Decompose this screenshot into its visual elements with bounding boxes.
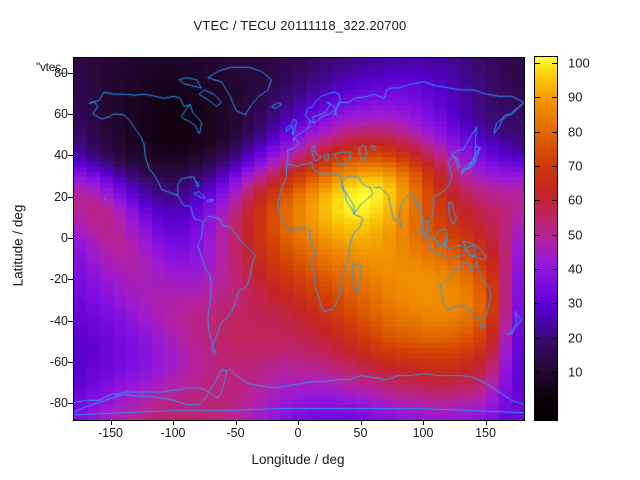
x-tick-label: -50	[226, 426, 245, 440]
colorbar-tick-mark	[534, 303, 540, 305]
colorbar	[534, 56, 558, 421]
colorbar-tick-mark	[534, 165, 540, 167]
colorbar-gradient	[535, 57, 557, 420]
colorbar-tick-label: 60	[568, 192, 583, 208]
y-tick-mark	[68, 320, 73, 322]
colorbar-tick-mark	[534, 234, 540, 236]
x-axis-label: Longitude / deg	[251, 452, 345, 467]
y-tick-mark	[68, 279, 73, 281]
y-tick-mark	[68, 155, 73, 157]
page-title: VTEC / TECU 20111118_322.20700	[193, 18, 407, 33]
y-tick-mark	[68, 403, 73, 405]
colorbar-tick-mark	[534, 131, 540, 133]
x-tick-label: 0	[294, 426, 302, 440]
y-axis-label: Latitude / deg	[10, 204, 26, 287]
colorbar-tick-mark	[534, 62, 540, 64]
y-tick-mark	[68, 238, 73, 239]
x-tick-mark	[485, 420, 487, 425]
x-tick-mark	[360, 420, 362, 425]
colorbar-tick-label: 30	[568, 295, 583, 311]
colorbar-tick-label: 100	[568, 55, 590, 71]
colorbar-tick-label: 80	[568, 124, 583, 140]
x-tick-label: -100	[160, 426, 186, 440]
colorbar-tick-mark	[534, 371, 540, 373]
colorbar-tick-mark	[534, 97, 540, 99]
y-tick-label: 80	[54, 65, 68, 80]
colorbar-ticks: 100 90 80 70 60 50 40 30 20 10	[534, 55, 634, 421]
colorbar-tick-mark	[534, 337, 540, 339]
colorbar-tick-mark	[534, 268, 540, 270]
colorbar-tick-mark	[552, 268, 558, 270]
y-tick-label: -60	[49, 355, 68, 370]
x-axis-ticks: -150 -100 -50 0 50 100 150	[73, 426, 523, 444]
colorbar-tick-mark	[552, 303, 558, 305]
colorbar-tick-mark	[552, 165, 558, 167]
colorbar-tick-mark	[552, 131, 558, 133]
colorbar-tick-label: 10	[568, 364, 583, 380]
x-tick-mark	[173, 420, 174, 425]
series-annotation-label: "vtec_	[36, 60, 68, 74]
colorbar-tick-mark	[552, 62, 558, 64]
x-tick-label: -150	[97, 426, 124, 440]
x-tick-mark	[423, 420, 424, 425]
y-tick-mark	[68, 72, 73, 74]
colorbar-tick-label: 20	[568, 330, 583, 346]
y-tick-label: -40	[49, 313, 68, 328]
x-tick-mark	[110, 420, 112, 425]
colorbar-tick-mark	[552, 97, 558, 99]
y-axis-ticks: 80 60 40 20 0 -20 -40 -60 -80	[0, 57, 68, 419]
colorbar-tick-mark	[552, 337, 558, 339]
y-tick-mark	[68, 362, 73, 364]
colorbar-tick-label: 90	[568, 89, 583, 105]
colorbar-tick-mark	[552, 371, 558, 373]
x-tick-mark	[235, 420, 237, 425]
y-tick-label: -80	[49, 396, 68, 411]
colorbar-tick-mark	[552, 234, 558, 236]
x-tick-label: 50	[353, 426, 368, 440]
colorbar-tick-mark	[534, 200, 540, 202]
x-tick-mark	[298, 420, 299, 425]
colorbar-tick-label: 50	[568, 227, 583, 243]
coastline-overlay	[74, 58, 524, 420]
colorbar-tick-label: 40	[568, 261, 583, 277]
y-tick-mark	[68, 113, 73, 115]
y-tick-label: 20	[54, 189, 68, 204]
y-tick-mark	[68, 196, 73, 198]
y-tick-label: 0	[61, 231, 68, 245]
colorbar-tick-mark	[552, 200, 558, 202]
x-tick-label: 150	[475, 426, 496, 440]
x-tick-label: 100	[412, 426, 434, 440]
y-tick-label: 60	[54, 106, 68, 121]
map-plot-area	[73, 57, 525, 421]
y-tick-label: -20	[49, 272, 68, 287]
colorbar-tick-label: 70	[568, 158, 583, 174]
y-tick-label: 40	[54, 148, 68, 163]
